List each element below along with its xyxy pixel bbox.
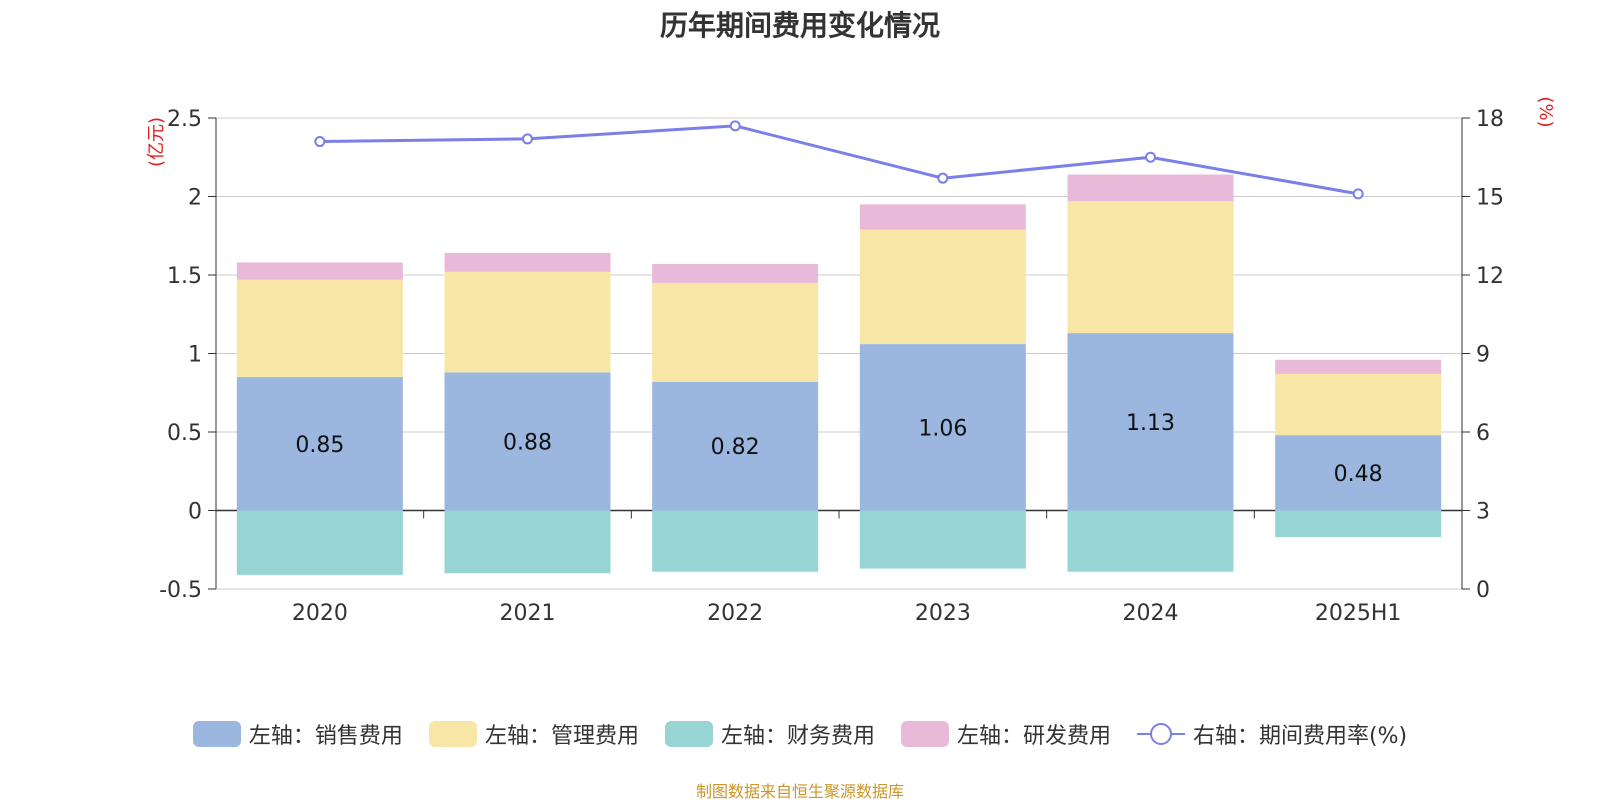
legend-line-marker-icon <box>1136 721 1185 747</box>
right-axis-tick-label: 15 <box>1476 186 1504 211</box>
bar-data-label: 1.13 <box>1126 411 1175 436</box>
bar-segment <box>1067 174 1234 202</box>
right-axis-tick-label: 0 <box>1476 578 1490 603</box>
chart-title: 历年期间费用变化情况 <box>659 9 940 42</box>
bar-segment <box>1275 359 1442 374</box>
bar-data-label: 0.85 <box>295 433 344 458</box>
x-axis-tick-label: 2025H1 <box>1315 601 1402 626</box>
bar-data-label: 0.88 <box>503 430 552 455</box>
left-axis-tick-label: 2.5 <box>167 107 202 132</box>
expense-rate-line <box>319 124 1359 196</box>
legend-label-expense-rate: 右轴：期间费用率(%) <box>1192 724 1408 749</box>
right-axis-unit: (%) <box>1535 96 1556 127</box>
legend-label-admin: 左轴：管理费用 <box>484 724 639 749</box>
legend-swatch-admin <box>428 721 477 747</box>
bar-segment <box>859 229 1026 345</box>
left-axis-tick-label: 0 <box>188 500 202 525</box>
bar-segment <box>236 510 403 575</box>
right-axis-tick-label: 12 <box>1476 264 1504 289</box>
left-axis-tick-label: 2 <box>188 186 202 211</box>
legend: 左轴：销售费用 左轴：管理费用 左轴：财务费用 左轴：研发费用 右轴：期间费用率… <box>0 718 1600 750</box>
bar-segment <box>444 271 611 373</box>
bar-segment <box>236 377 403 511</box>
legend-item-finance[interactable]: 左轴：财务费用 <box>664 718 875 750</box>
x-axis-tick-label: 2020 <box>292 601 348 626</box>
source-note: 制图数据来自恒生聚源数据库 <box>695 782 904 801</box>
right-axis-tick-label: 3 <box>1476 500 1490 525</box>
legend-item-rd[interactable]: 左轴：研发费用 <box>900 718 1111 750</box>
bar-segment <box>652 381 819 511</box>
expense-rate-point <box>1145 151 1156 163</box>
expense-rate-point <box>522 133 533 145</box>
bar-data-label: 0.82 <box>711 435 760 460</box>
bar-segment <box>236 262 403 280</box>
left-axis-tick-label: 1.5 <box>167 264 202 289</box>
left-axis-tick-label: 1 <box>188 343 202 368</box>
x-axis-tick-label: 2021 <box>500 601 556 626</box>
left-axis-unit: (亿元) <box>146 117 167 167</box>
bar-segment <box>859 204 1026 230</box>
right-axis-tick-label: 9 <box>1476 343 1490 368</box>
bar-segment <box>1275 510 1442 538</box>
bar-data-label: 1.06 <box>918 416 967 441</box>
right-axis-tick-label: 18 <box>1476 107 1504 132</box>
chart-plot: -0.5 0 0.5 1 1.5 2 2.5 0 3 6 9 12 15 18 (亿元) (%) 0.85 202… <box>146 96 1556 626</box>
bar-segment <box>859 344 1026 511</box>
bar-segment <box>444 510 611 574</box>
x-axis-tick-label: 2022 <box>707 601 763 626</box>
left-axis-tick-label: 0.5 <box>167 421 202 446</box>
bar-segment <box>859 510 1026 569</box>
bar-segment <box>1067 510 1234 572</box>
legend-item-sales[interactable]: 左轴：销售费用 <box>192 718 403 750</box>
legend-swatch-finance <box>664 721 713 747</box>
expense-rate-point <box>1352 188 1364 200</box>
legend-swatch-sales <box>192 721 241 747</box>
expense-rate-point <box>937 172 949 184</box>
bar-segment <box>1067 201 1234 334</box>
legend-item-admin[interactable]: 左轴：管理费用 <box>428 718 639 750</box>
legend-label-finance: 左轴：财务费用 <box>720 724 875 749</box>
left-axis-tick-label: -0.5 <box>159 578 202 603</box>
bar-segment <box>1275 373 1442 436</box>
bar-segment <box>236 279 403 378</box>
x-axis-tick-label: 2024 <box>1123 601 1179 626</box>
right-axis-tick-label: 6 <box>1476 421 1490 446</box>
bar-segment <box>652 282 819 382</box>
expense-rate-point <box>314 136 326 148</box>
bar-segment <box>444 253 611 272</box>
bar-segment <box>1067 333 1234 511</box>
legend-item-expense-rate[interactable]: 右轴：期间费用率(%) <box>1136 718 1408 750</box>
bar-segment <box>652 264 819 283</box>
x-axis-tick-label: 2023 <box>915 601 971 626</box>
legend-label-rd: 左轴：研发费用 <box>956 724 1111 749</box>
legend-label-sales: 左轴：销售费用 <box>248 724 403 749</box>
legend-swatch-rd <box>900 721 949 747</box>
expense-rate-point <box>729 120 741 132</box>
bar-segment <box>1275 435 1442 511</box>
bar-data-label: 0.48 <box>1334 462 1383 487</box>
bar-segment <box>444 372 611 511</box>
bar-segment <box>652 510 819 572</box>
